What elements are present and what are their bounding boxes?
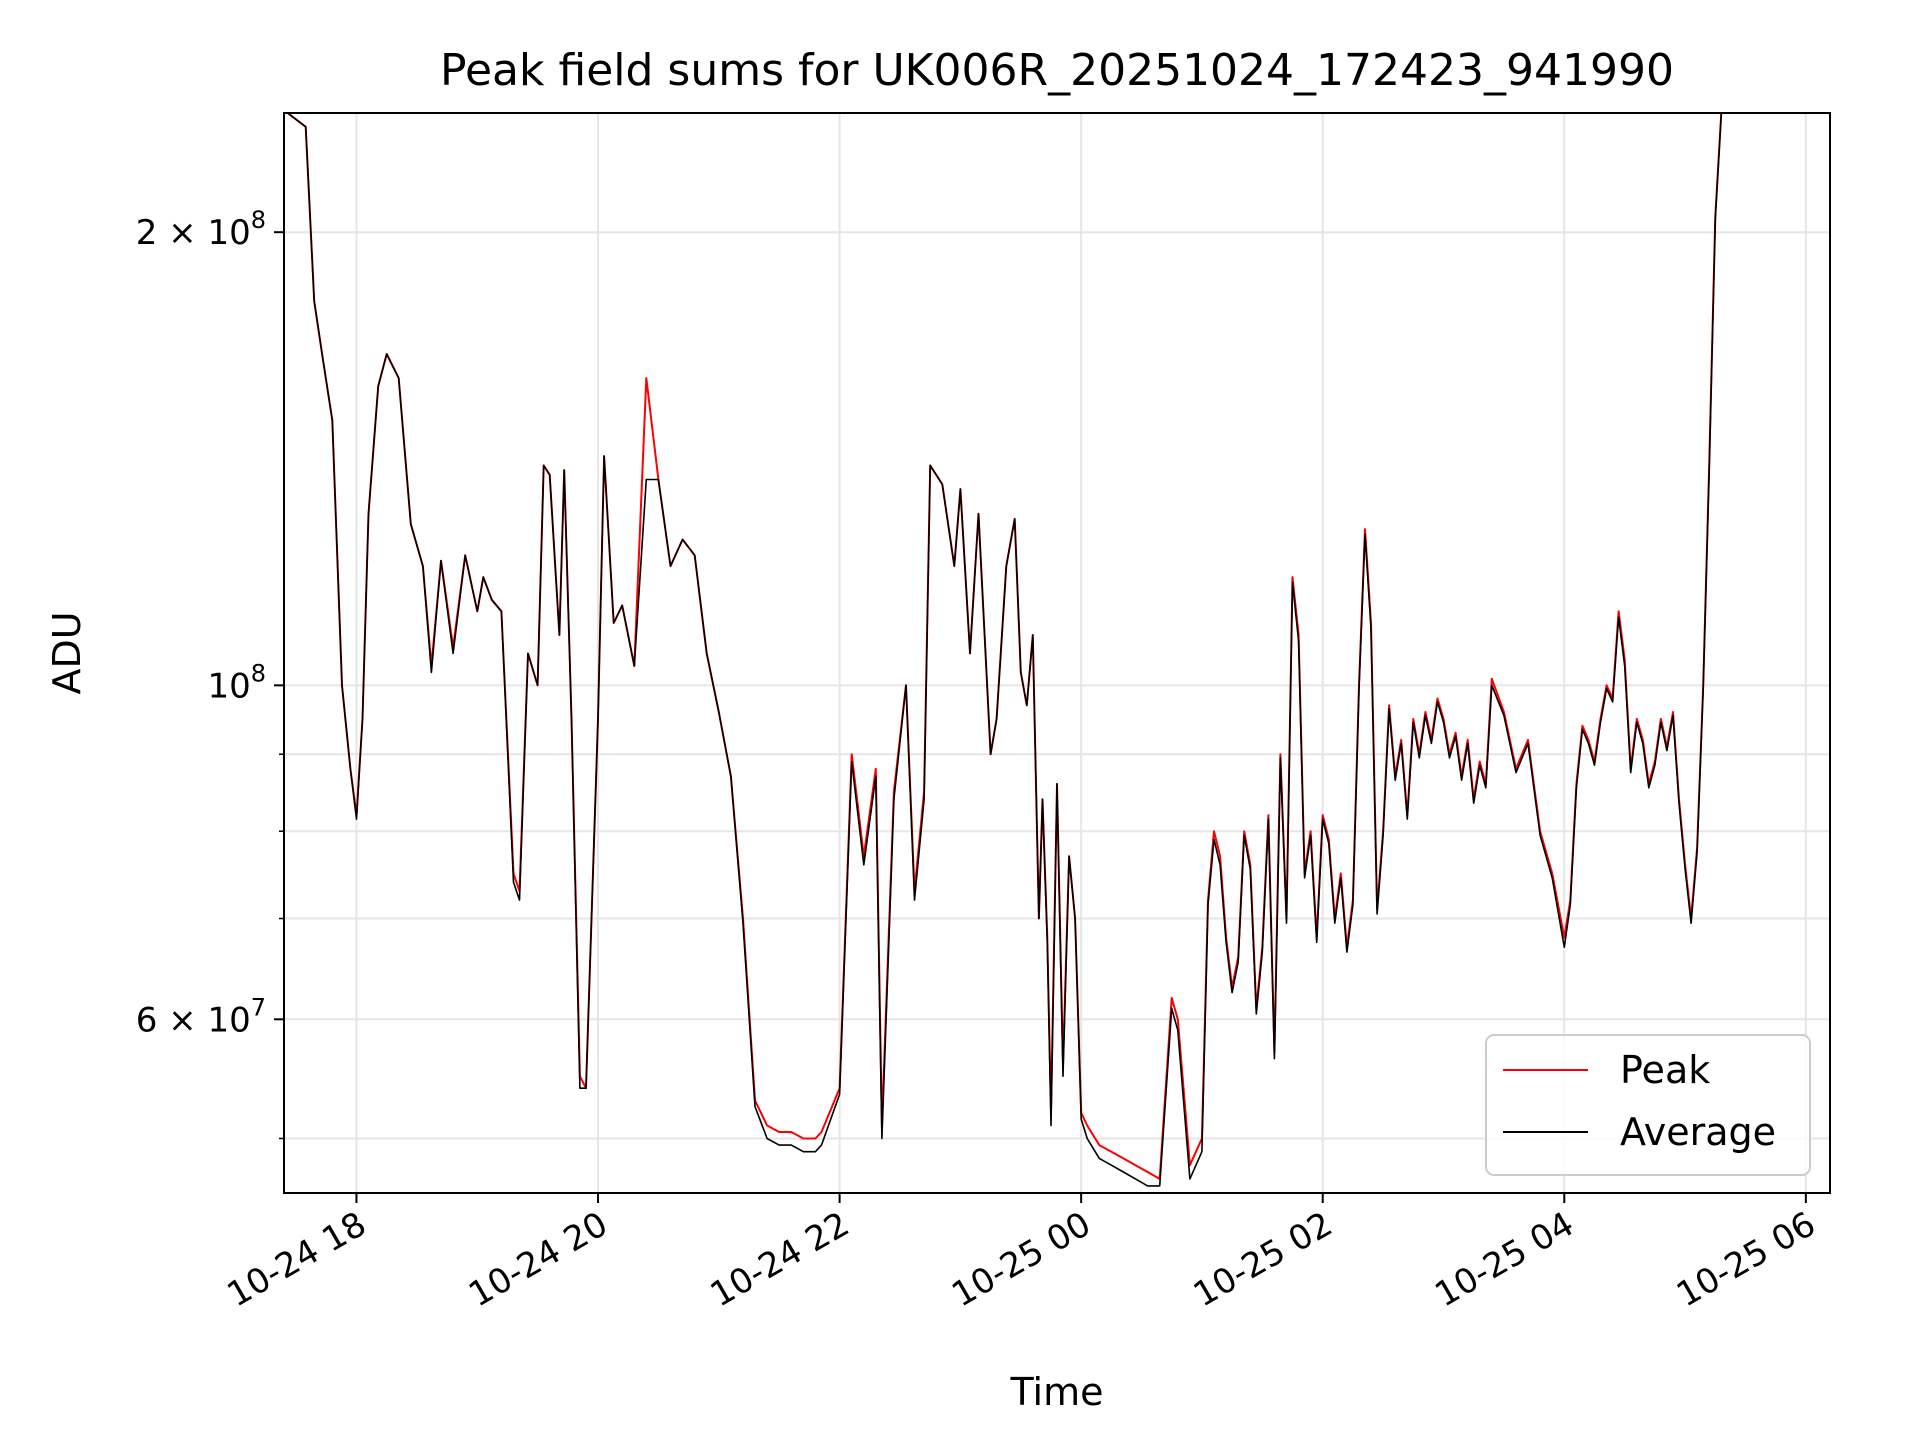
series-line-average (287, 113, 1728, 1187)
y-axis-label: ADU (45, 611, 89, 694)
series-layer (286, 113, 1728, 1187)
legend: Peak Average (1485, 1034, 1811, 1176)
y-tick-label: 6 × 107 (136, 993, 266, 1040)
plot-frame (283, 112, 1831, 1194)
legend-label-peak: Peak (1620, 1048, 1710, 1092)
y-tick-label: 2 × 108 (136, 206, 266, 253)
y-tick-label: 108 (207, 659, 266, 706)
y-axis: 108 2 × 108 6 × 107 (136, 206, 284, 1140)
grid-layer (284, 113, 1830, 1193)
x-axis-label: Time (1010, 1370, 1104, 1414)
legend-label-average: Average (1620, 1110, 1776, 1154)
chart-title: Peak field sums for UK006R_20251024_1724… (440, 45, 1674, 96)
